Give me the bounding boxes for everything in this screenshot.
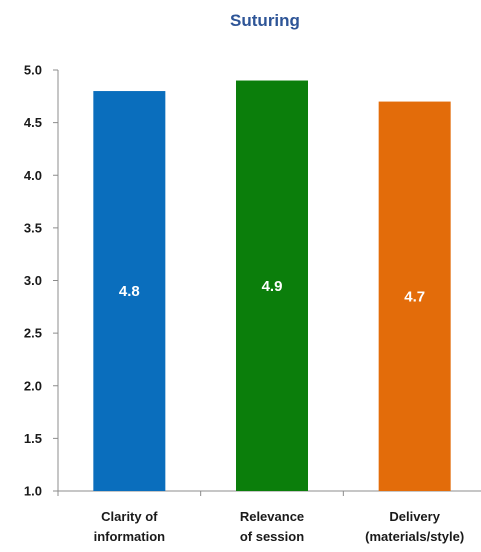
category-label: Clarity of: [101, 509, 158, 524]
bar: [378, 101, 451, 491]
y-tick-label: 3.0: [24, 273, 42, 288]
chart-title: Suturing: [230, 11, 300, 30]
bar: [236, 80, 308, 492]
y-tick-label: 1.5: [24, 431, 42, 446]
y-tick-label: 3.5: [24, 220, 42, 235]
x-axis-labels: Clarity of information Relevance of session…: [57, 491, 464, 544]
data-label: 4.7: [404, 288, 425, 305]
bar: [93, 91, 166, 492]
y-tick-label: 4.5: [24, 115, 42, 130]
category-label: information: [94, 529, 166, 544]
category-label: Delivery: [389, 509, 440, 524]
y-tick-label: 2.5: [24, 326, 42, 341]
y-tick-label: 2.0: [24, 378, 42, 393]
data-label: 4.9: [262, 278, 283, 295]
y-tick-label: 4.0: [24, 168, 42, 183]
y-tick-label: 5.0: [24, 63, 42, 78]
category-label: Relevance: [240, 509, 304, 524]
bars: 4.8 4.9 4.7: [93, 80, 451, 492]
data-label: 4.8: [119, 283, 140, 300]
category-label: of session: [240, 529, 304, 544]
y-axis-ticks: 1.0 1.5 2.0 2.5 3.0 3.5 4.0 4.5 5.0: [24, 63, 58, 499]
category-label: (materials/style): [365, 529, 464, 544]
y-tick-label: 1.0: [24, 484, 42, 499]
